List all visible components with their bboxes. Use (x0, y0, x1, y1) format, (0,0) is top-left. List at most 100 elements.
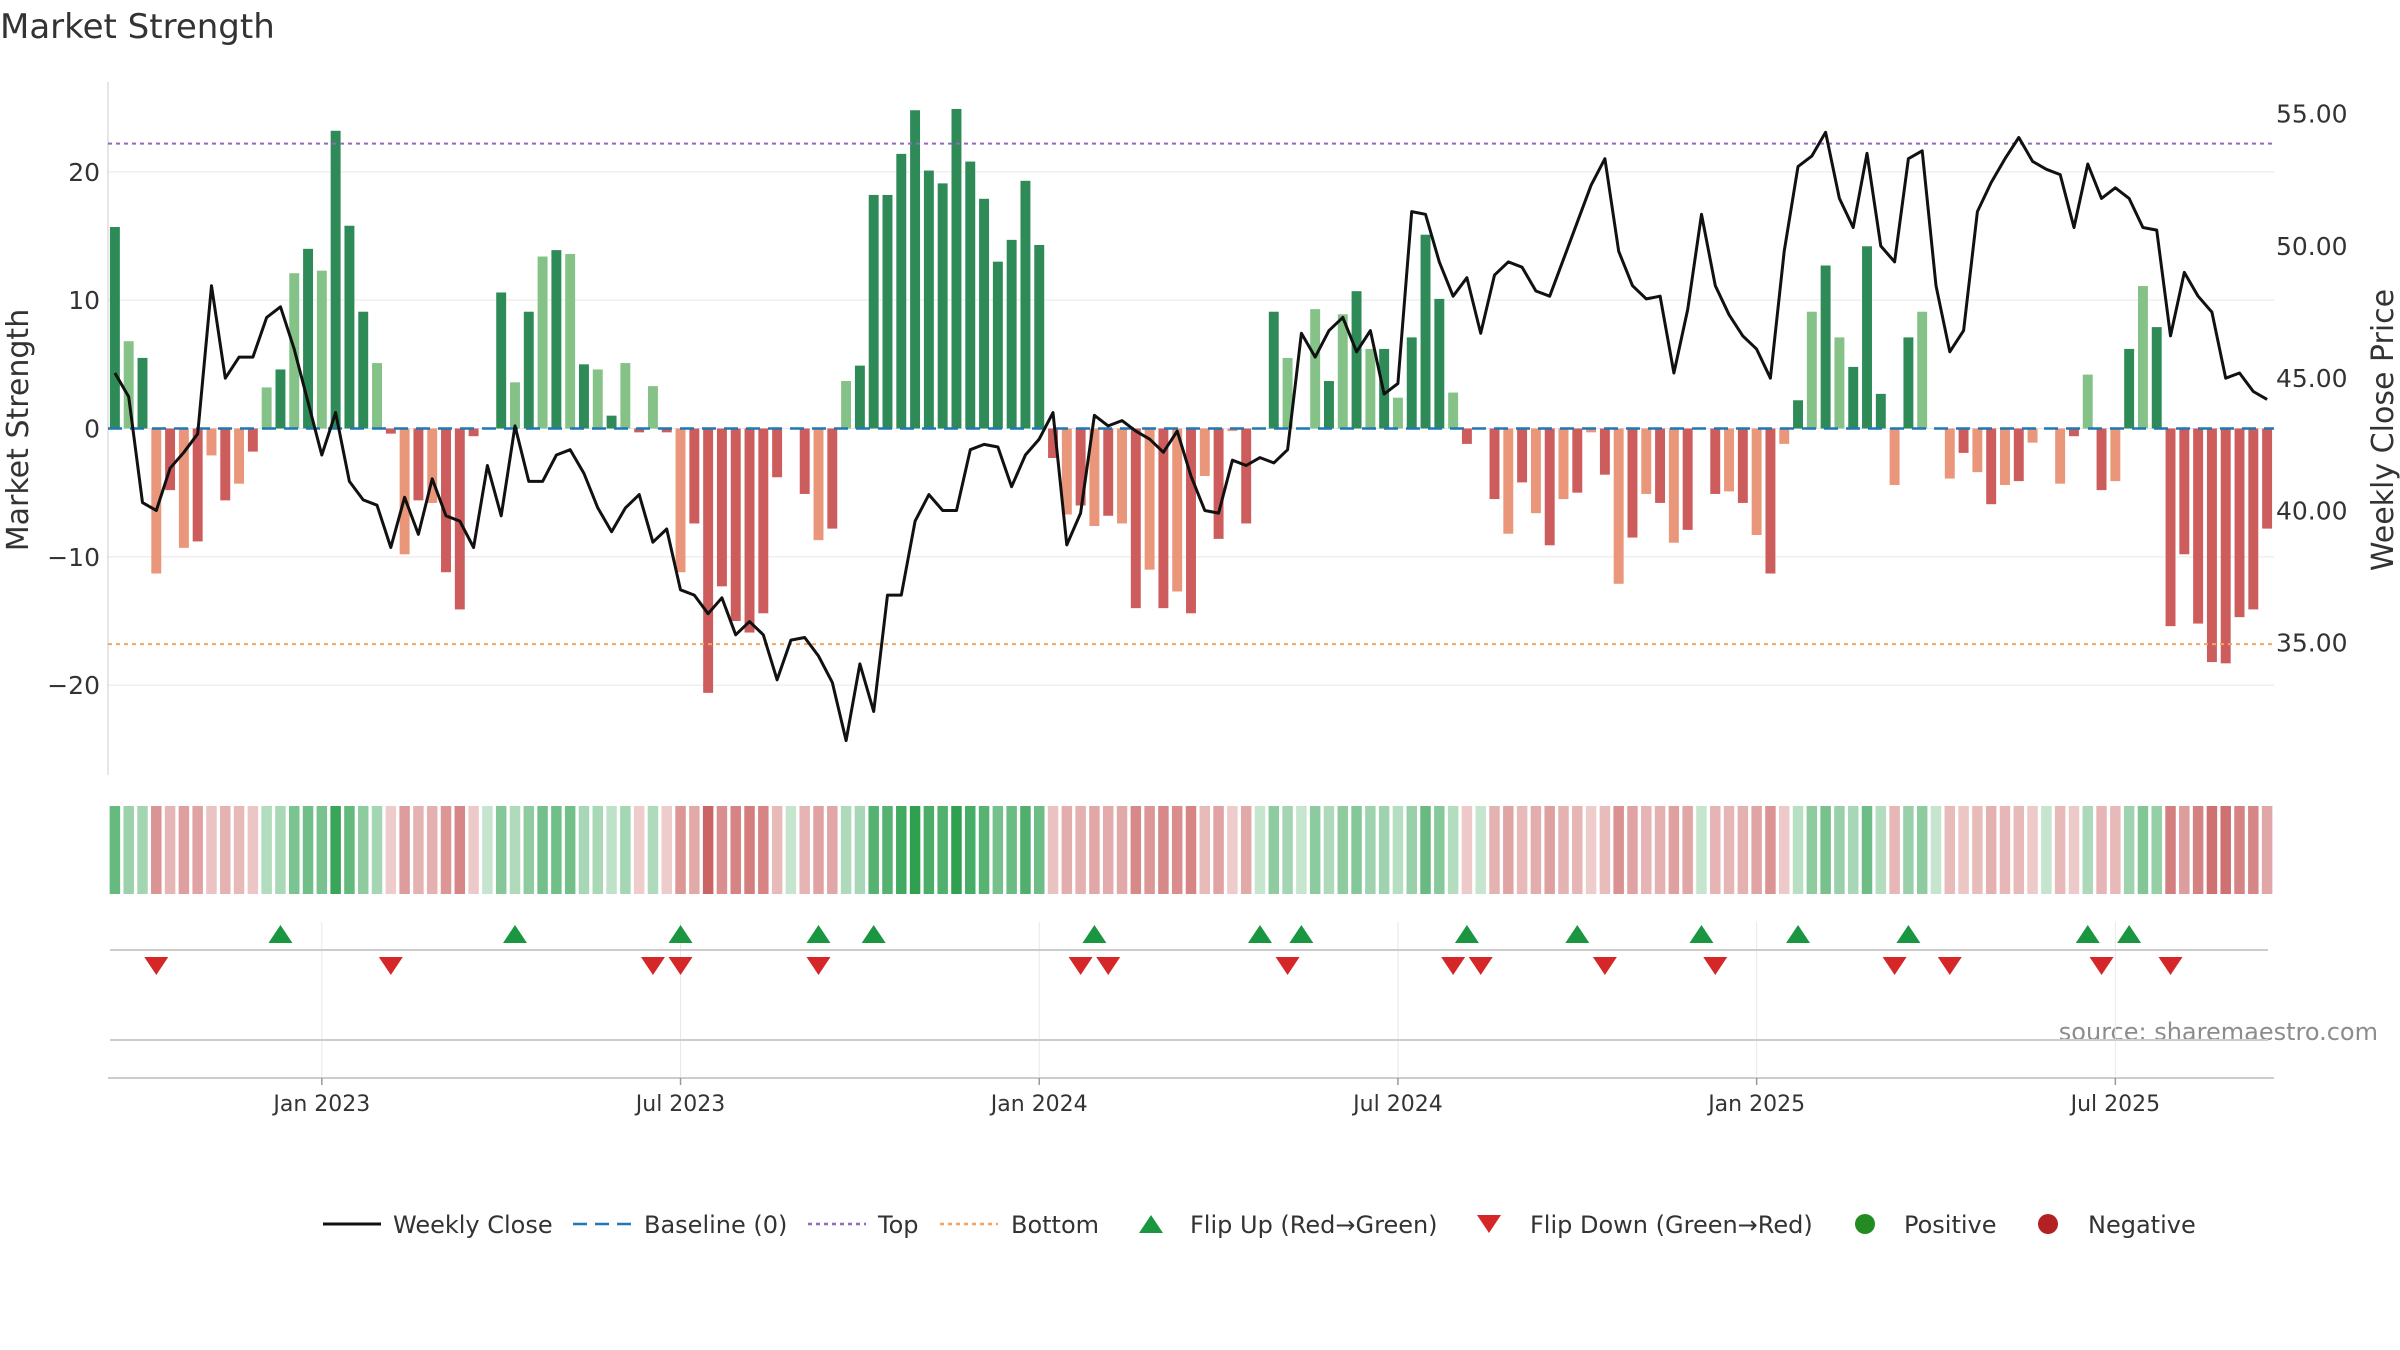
strip-cell (2041, 806, 2052, 894)
strip-cell (1903, 806, 1914, 894)
strength-bar (1599, 428, 1610, 475)
strip-cell (1530, 806, 1542, 894)
strip-cell (675, 806, 686, 894)
left-tick-label: 20 (68, 158, 100, 187)
strength-bar (2096, 428, 2107, 491)
legend-label: Flip Up (Red→Green) (1190, 1211, 1438, 1239)
strip-cell (2165, 806, 2176, 894)
strength-bar (261, 387, 272, 429)
flip-down-marker (1441, 957, 1466, 975)
strip-cell (647, 806, 659, 894)
strength-bar (1944, 428, 1955, 479)
strength-bar (234, 428, 245, 484)
strength-bar (647, 386, 658, 429)
left-tick-label: −10 (47, 543, 100, 572)
strip-cell (1365, 806, 1376, 894)
strength-bar (1448, 392, 1459, 429)
strength-bar (2027, 428, 2038, 443)
strip-cell (1309, 806, 1321, 894)
strip-cell (413, 806, 424, 894)
strip-cell (2192, 806, 2204, 894)
strip-cell (1254, 806, 1266, 894)
flip-up-marker (806, 925, 831, 943)
strength-bar (675, 428, 686, 573)
strength-bar (937, 183, 948, 429)
strip-cell (289, 806, 300, 894)
strip-cell (1158, 806, 1169, 894)
flip-up-marker (1247, 925, 1272, 943)
legend-positive-dot (1855, 1214, 1875, 1234)
strength-bar (1020, 180, 1031, 429)
strength-bar (330, 130, 341, 429)
strip-cell (1916, 806, 1928, 894)
strip-cell (1020, 806, 1031, 894)
strip-cell (2054, 806, 2066, 894)
strength-bar (109, 227, 120, 429)
strength-bar (441, 428, 451, 573)
strength-bar (799, 428, 810, 494)
strip-cell (951, 806, 962, 894)
flip-down-marker (806, 957, 831, 975)
strip-cell (537, 806, 548, 894)
strength-bar (123, 341, 134, 429)
y-tick-labels: −20 −10 0 10 20 35.00 40.00 45.00 50.00 55.00 (47, 100, 2347, 700)
left-tick-label: −20 (47, 671, 100, 700)
strip-cell (151, 806, 162, 894)
flip-up-marker (2117, 925, 2142, 943)
strip-cell (2151, 806, 2162, 894)
strip-cell (1944, 806, 1956, 894)
strength-bar (2179, 428, 2190, 555)
flip-up-marker (268, 925, 293, 943)
strength-bar (344, 225, 355, 429)
strength-bar (151, 428, 162, 574)
strip-cell (1682, 806, 1693, 894)
strength-bar (1406, 337, 1417, 429)
strip-cell (1599, 806, 1611, 894)
strength-bar (1434, 298, 1445, 429)
strip-cell (178, 806, 190, 894)
strip-cell (357, 806, 369, 894)
strip-cell (2137, 806, 2149, 894)
strength-bar (220, 428, 231, 501)
strip-cell (854, 806, 866, 894)
strength-bar (1503, 428, 1514, 534)
strip-cell (1889, 806, 1900, 894)
strength-bar (1006, 239, 1017, 429)
strip-cell (1958, 806, 1969, 894)
strength-bar (2000, 428, 2010, 485)
strip-cell (1765, 806, 1776, 894)
flip-down-marker (1592, 957, 1617, 975)
flip-up-marker (668, 925, 693, 943)
strip-cell (1489, 806, 1500, 894)
strength-bar (689, 428, 700, 524)
strip-cell (702, 806, 714, 894)
strip-cell (1047, 806, 1059, 894)
flip-up-marker (1082, 925, 1107, 943)
strip-cell (426, 806, 438, 894)
strength-bar (1323, 381, 1334, 429)
strip-cell (689, 806, 700, 894)
flip-down-marker (1703, 957, 1728, 975)
strength-bar (192, 428, 203, 542)
strip-cell (1627, 806, 1638, 894)
strength-bar (468, 428, 479, 437)
strength-bar (1655, 428, 1666, 503)
strength-bar (1710, 428, 1721, 494)
strength-bar (399, 428, 410, 555)
strength-bar (537, 256, 548, 429)
strip-cell (2027, 806, 2038, 894)
strength-bar (634, 428, 645, 433)
strength-bar (427, 428, 438, 503)
strip-cell (1999, 806, 2011, 894)
strength-bar (1917, 311, 1928, 429)
strip-cell (1351, 806, 1362, 894)
strength-bar (1034, 244, 1045, 429)
strength-bar (1903, 337, 1914, 429)
strength-bar (579, 364, 589, 429)
strip-cell (137, 806, 148, 894)
strength-bar (1737, 428, 1748, 503)
strength-bar (1544, 428, 1555, 546)
flip-markers (110, 925, 2268, 1041)
strength-bar (1848, 366, 1859, 429)
strength-bar (1793, 400, 1803, 429)
